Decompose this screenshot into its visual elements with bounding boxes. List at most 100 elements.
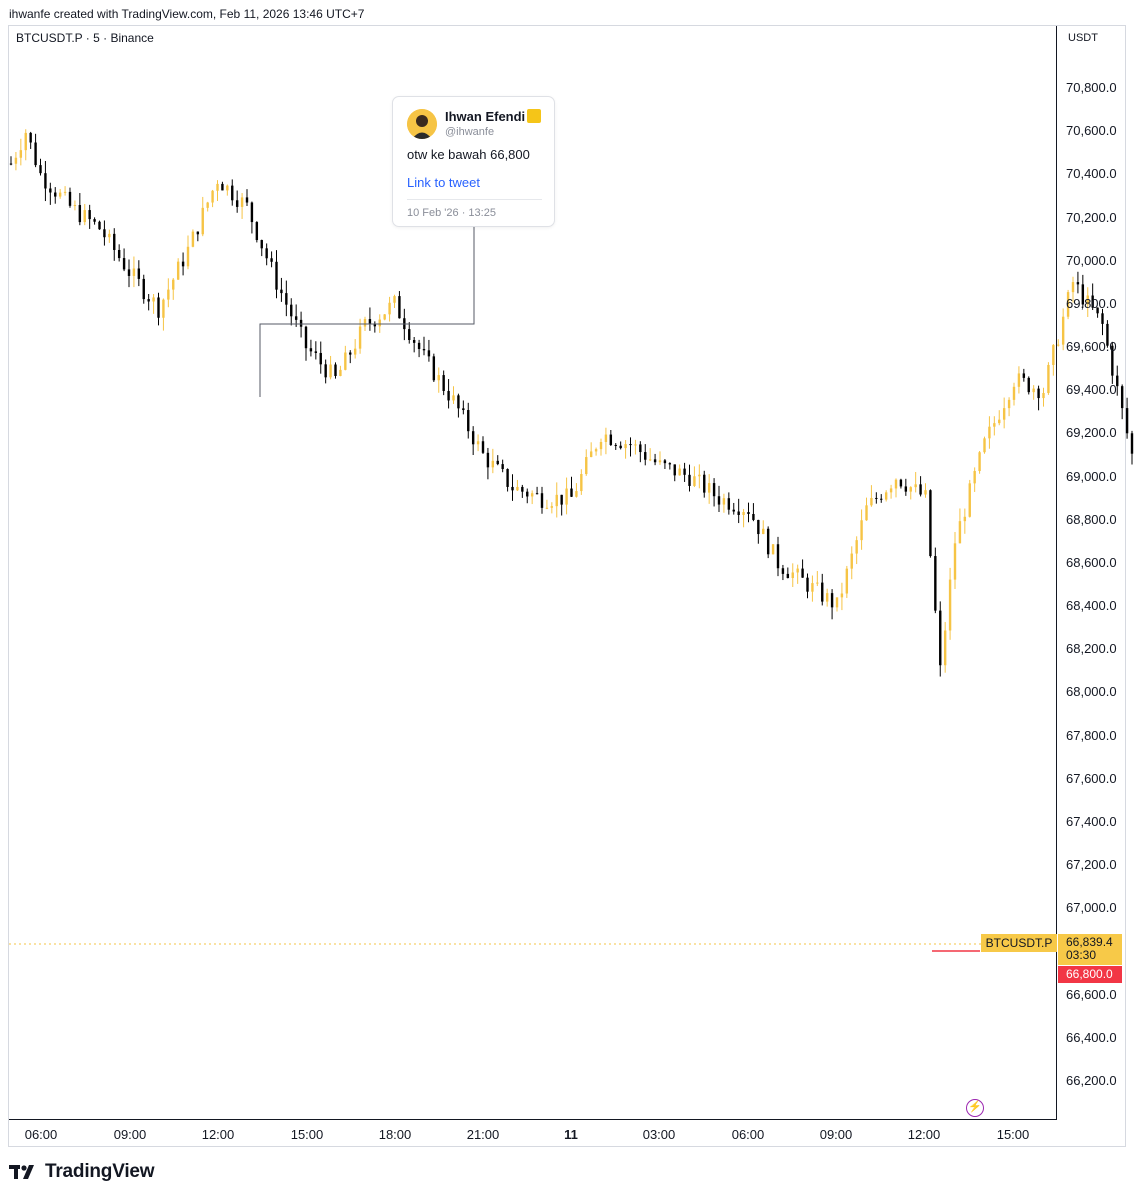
candle-body [978,452,981,472]
candle-body [550,506,554,508]
candle-body [614,444,617,446]
candle-body [835,597,839,608]
candle-body [270,258,273,262]
price-tick: 70,600.0 [1066,123,1117,139]
price-tick: 66,200.0 [1066,1073,1117,1088]
candle-body [329,364,332,378]
candle-body [953,543,957,580]
candle-body [1125,408,1129,434]
candle-body [108,233,111,238]
candle-body [752,513,755,520]
candle-body [324,364,327,378]
candle-body [240,197,244,207]
candle-body [1066,292,1070,317]
link-to-tweet[interactable]: Link to tweet [407,175,480,190]
candle-body [167,289,170,300]
candle-body [934,556,937,611]
candle-body [988,426,991,439]
candle-body [707,483,711,493]
lightning-alert-icon[interactable]: ⚡ [966,1099,984,1117]
candle-body [894,479,898,489]
candle-body [427,350,431,357]
candle-body [63,191,67,193]
candle-body [309,348,313,352]
candle-body [658,460,662,463]
candle-body [821,582,824,602]
candle-body [1116,375,1119,387]
candle-body [501,464,504,470]
candle-body [806,577,809,592]
candle-body [353,348,357,355]
candle-body [260,240,263,249]
candle-body [629,444,632,446]
candle-body [776,544,780,569]
candle-body [49,188,52,193]
candle-body [712,483,716,497]
candle-body [1106,323,1109,346]
candle-body [467,410,470,432]
candle-body [275,261,278,290]
candle-body [486,452,490,468]
candle-body [825,593,829,602]
candle-body [14,157,18,164]
candle-body [747,512,750,514]
candle-body [929,490,932,557]
tweet-card[interactable]: Ihwan Efendi @ihwanfe otw ke bawah 66,80… [392,96,555,227]
candle-body [471,431,475,445]
candle-body [594,449,598,452]
candle-body [1120,386,1124,409]
time-tick: 09:00 [819,1127,853,1142]
candle-body [737,511,740,515]
candle-body [226,185,229,191]
candle-body [1091,295,1094,308]
candle-body [698,474,701,477]
tradingview-logo[interactable]: TradingView [9,1161,155,1183]
candle-body [113,233,116,250]
candle-body [796,568,799,573]
candle-body [968,483,971,517]
candle-body [314,351,318,353]
attribution-text: ihwanfe created with TradingView.com, Fe… [9,7,365,21]
candle-body [191,231,195,247]
candle-body [93,219,96,222]
price-tick: 68,400.0 [1066,598,1117,614]
candle-body [398,296,401,319]
candle-body [1047,364,1050,394]
candle-body [585,457,588,475]
symbol-info[interactable]: BTCUSDT.P · 5 · Binance [16,31,154,45]
candle-body [722,498,726,505]
candle-body [973,471,976,484]
price-tick: 69,200.0 [1066,425,1117,441]
candle-body [742,512,745,515]
tradingview-logo-icon [9,1165,34,1179]
candle-body [58,192,62,197]
candle-body [506,469,509,487]
candle-body [1017,373,1021,387]
verified-icon [527,109,541,123]
price-tick: 69,800.0 [1066,295,1117,311]
price-tick: 67,400.0 [1066,813,1117,829]
candle-body [983,438,986,453]
currency-label[interactable]: USDT [1068,32,1098,44]
candle-body [1096,307,1099,314]
candle-body [294,316,298,320]
candle-body [889,488,893,493]
candle-body [186,246,190,267]
candle-body [196,231,200,235]
candle-body [771,544,775,555]
price-tick: 67,000.0 [1066,900,1117,916]
candle-body [634,444,637,446]
candle-body [589,451,593,458]
candle-body [378,319,381,327]
candle-body [137,268,141,279]
candle-body [762,528,765,535]
candle-body [304,326,308,349]
candle-body [555,494,558,507]
candle-body [545,507,549,509]
time-tick: 06:00 [731,1127,765,1142]
candle-body [216,183,219,191]
target-price-badge: 66,800.0 [1058,966,1122,983]
candle-body [899,479,903,487]
candle-body [703,474,706,493]
